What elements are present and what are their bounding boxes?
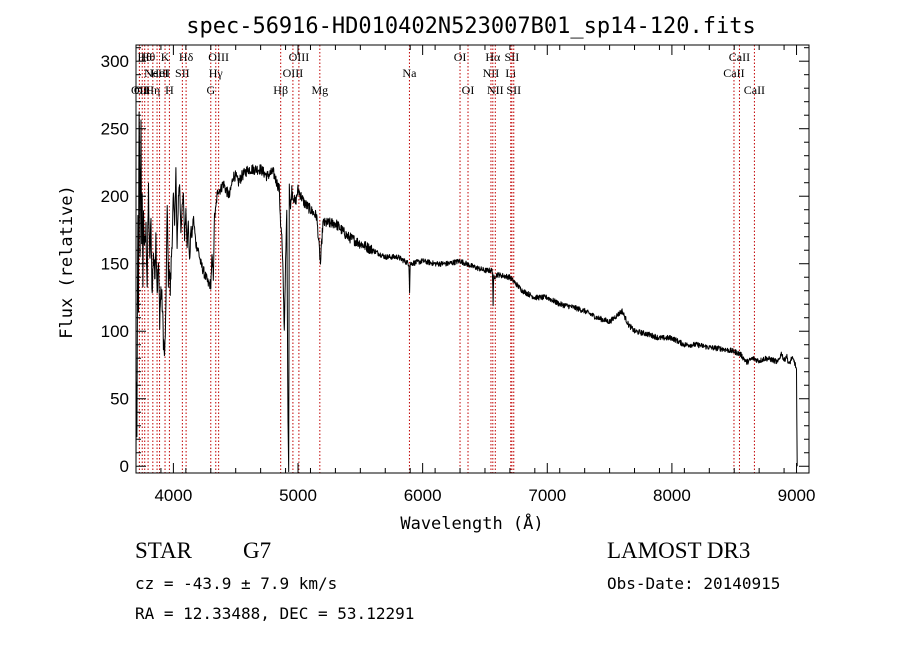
chart-title: spec-56916-HD010402N523007B01_sp14-120.f…	[186, 14, 756, 39]
line-label-0: OII	[131, 83, 148, 97]
line-label-6: HeI	[151, 66, 169, 80]
x-tick-label-4: 8000	[653, 486, 691, 505]
line-label-20: OI	[462, 83, 475, 97]
spectral-line-markers: OIIOIIHθHθHηNeIIIHeIKHSIIHδGHγOIIIHβOIII…	[131, 45, 765, 473]
axis-ticks	[135, 45, 810, 473]
line-label-8: H	[165, 83, 174, 97]
line-label-17: Mg	[311, 83, 328, 97]
line-label-23: NII	[487, 83, 504, 97]
y-tick-label-1: 50	[110, 390, 129, 409]
line-label-4: Hη	[145, 83, 160, 97]
y-tick-label-2: 100	[101, 322, 129, 341]
x-tick-label-0: 4000	[154, 486, 192, 505]
y-tick-label-5: 250	[101, 120, 129, 139]
line-label-14: Hβ	[273, 83, 288, 97]
ra-dec-coordinates: RA = 12.33488, DEC = 53.12291	[135, 604, 415, 623]
line-label-1: OII	[134, 83, 151, 97]
line-label-11: G	[206, 83, 215, 97]
line-label-27: CaII	[723, 66, 744, 80]
line-label-5: NeIII	[144, 66, 170, 80]
survey-name: LAMOST DR3	[607, 538, 751, 563]
line-label-15: OIII	[283, 66, 304, 80]
line-label-21: NII	[483, 66, 500, 80]
line-label-12: Hγ	[209, 66, 224, 80]
axis-tick-labels: 4000 5000 6000 7000 8000 9000 0 50 100 150 200 250 3…	[101, 52, 816, 505]
x-axis-label: Wavelength (Å)	[400, 512, 543, 534]
line-label-28: CaII	[729, 50, 750, 64]
line-label-3: Hθ	[141, 50, 156, 64]
object-type: STAR	[135, 538, 192, 563]
line-label-10: Hδ	[179, 50, 194, 64]
line-label-9: SII	[175, 66, 190, 80]
plot-frame	[135, 44, 810, 474]
y-tick-label-6: 300	[101, 52, 129, 71]
line-label-18: Na	[402, 66, 417, 80]
line-label-25: SII	[505, 50, 520, 64]
y-axis-label: Flux (relative)	[57, 185, 77, 339]
line-label-7: K	[161, 50, 170, 64]
line-label-19: OI	[454, 50, 467, 64]
line-label-29: CaII	[744, 83, 765, 97]
flux-series-line	[135, 111, 798, 473]
x-tick-label-3: 7000	[528, 486, 566, 505]
x-tick-label-5: 9000	[778, 486, 816, 505]
line-label-24: Li	[505, 66, 516, 80]
y-tick-label-4: 200	[101, 187, 129, 206]
x-tick-label-1: 5000	[279, 486, 317, 505]
line-label-13: OIII	[208, 50, 229, 64]
y-tick-label-3: 150	[101, 255, 129, 274]
line-label-26: SII	[506, 83, 521, 97]
observation-date: Obs-Date: 20140915	[607, 574, 781, 593]
line-label-16: OIII	[289, 50, 310, 64]
redshift-velocity: cz = -43.9 ± 7.9 km/s	[135, 574, 338, 593]
object-subclass: G7	[243, 538, 272, 563]
y-tick-label-0: 0	[120, 457, 129, 476]
line-label-22: Hα	[485, 50, 501, 64]
x-tick-label-2: 6000	[404, 486, 442, 505]
